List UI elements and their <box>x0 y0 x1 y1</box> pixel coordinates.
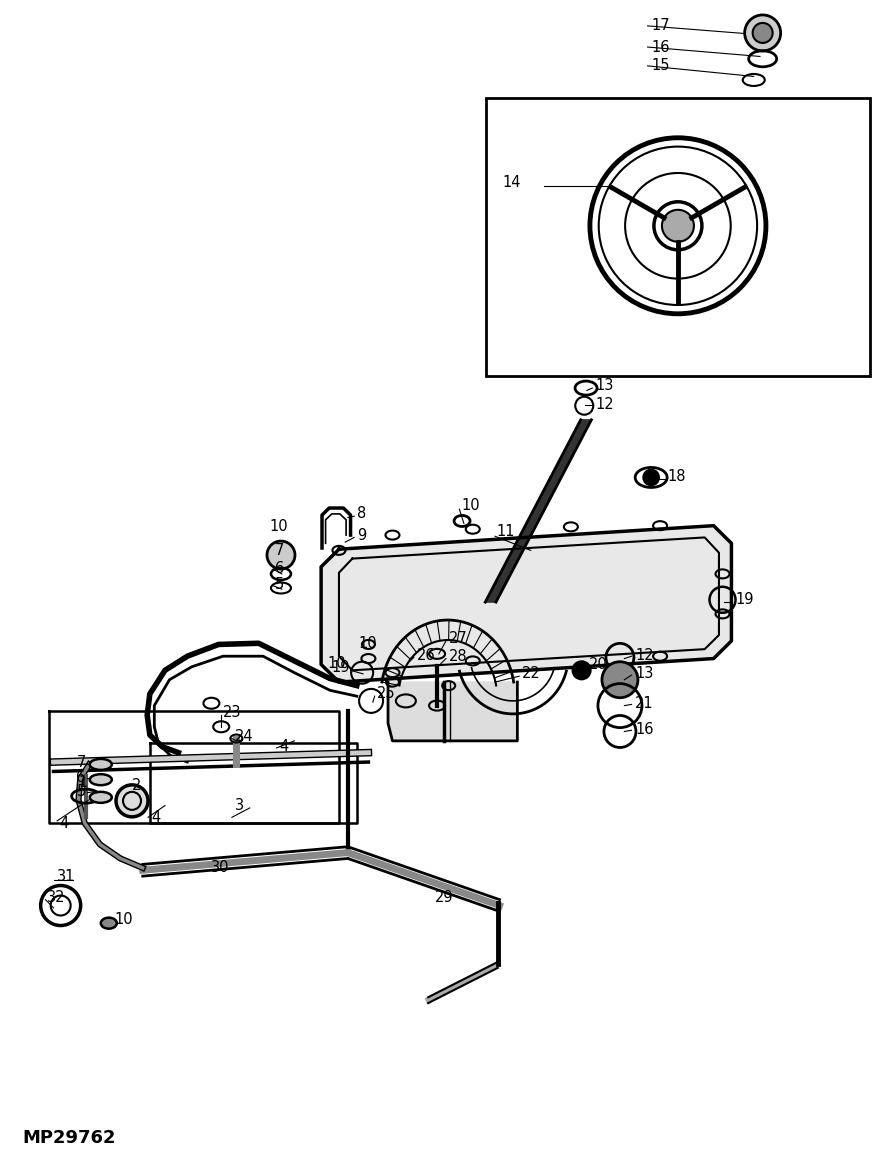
Circle shape <box>267 541 295 569</box>
Text: 8: 8 <box>357 507 366 521</box>
Circle shape <box>573 661 591 680</box>
Text: 27: 27 <box>449 632 467 646</box>
Text: 26: 26 <box>417 648 435 662</box>
Text: 7: 7 <box>76 755 86 769</box>
Text: 13: 13 <box>635 667 654 681</box>
Ellipse shape <box>90 791 112 803</box>
Circle shape <box>745 15 780 51</box>
Text: 30: 30 <box>211 861 230 875</box>
Text: 10: 10 <box>269 520 288 534</box>
Text: 24: 24 <box>235 729 253 743</box>
Circle shape <box>662 209 694 242</box>
Text: 11: 11 <box>496 524 515 539</box>
Text: 18: 18 <box>667 469 686 483</box>
Text: 14: 14 <box>502 175 521 189</box>
Text: 2: 2 <box>132 779 142 793</box>
Text: 32: 32 <box>47 890 66 904</box>
Circle shape <box>643 469 659 486</box>
Text: 10: 10 <box>114 913 133 927</box>
Ellipse shape <box>90 759 112 770</box>
Text: 20: 20 <box>589 657 607 671</box>
Text: 21: 21 <box>635 696 654 710</box>
Text: 6: 6 <box>275 561 284 575</box>
Text: 10: 10 <box>461 499 480 513</box>
Text: 19: 19 <box>736 593 755 607</box>
Text: 5: 5 <box>77 784 86 799</box>
Polygon shape <box>485 420 591 602</box>
Text: 9: 9 <box>357 528 366 542</box>
Text: 4: 4 <box>279 740 288 754</box>
Text: 15: 15 <box>651 59 670 73</box>
Text: 10: 10 <box>359 636 377 650</box>
Circle shape <box>753 22 772 44</box>
Polygon shape <box>321 526 731 682</box>
Circle shape <box>602 662 638 697</box>
Ellipse shape <box>101 917 117 929</box>
Text: 19: 19 <box>331 661 350 675</box>
Polygon shape <box>388 682 517 741</box>
Text: MP29762: MP29762 <box>22 1129 116 1147</box>
Circle shape <box>116 784 148 817</box>
Text: 10: 10 <box>327 656 346 670</box>
Text: 3: 3 <box>235 799 244 813</box>
Text: 4: 4 <box>152 810 161 824</box>
Text: 6: 6 <box>77 770 86 784</box>
Text: 29: 29 <box>434 890 453 904</box>
Text: 4: 4 <box>59 816 68 830</box>
Text: 17: 17 <box>651 19 670 33</box>
Text: 25: 25 <box>377 687 396 701</box>
Text: 12: 12 <box>596 397 615 412</box>
Text: 12: 12 <box>635 648 654 662</box>
Text: 28: 28 <box>449 649 467 663</box>
Bar <box>486 98 870 376</box>
Text: 1: 1 <box>78 775 87 789</box>
Text: 13: 13 <box>596 379 615 393</box>
Text: 16: 16 <box>651 40 670 54</box>
Text: 7: 7 <box>275 543 285 557</box>
Ellipse shape <box>90 774 112 786</box>
Text: 31: 31 <box>57 869 76 883</box>
Text: 22: 22 <box>522 667 541 681</box>
Text: 16: 16 <box>635 722 654 736</box>
Text: 5: 5 <box>275 577 284 592</box>
Text: 23: 23 <box>223 706 242 720</box>
